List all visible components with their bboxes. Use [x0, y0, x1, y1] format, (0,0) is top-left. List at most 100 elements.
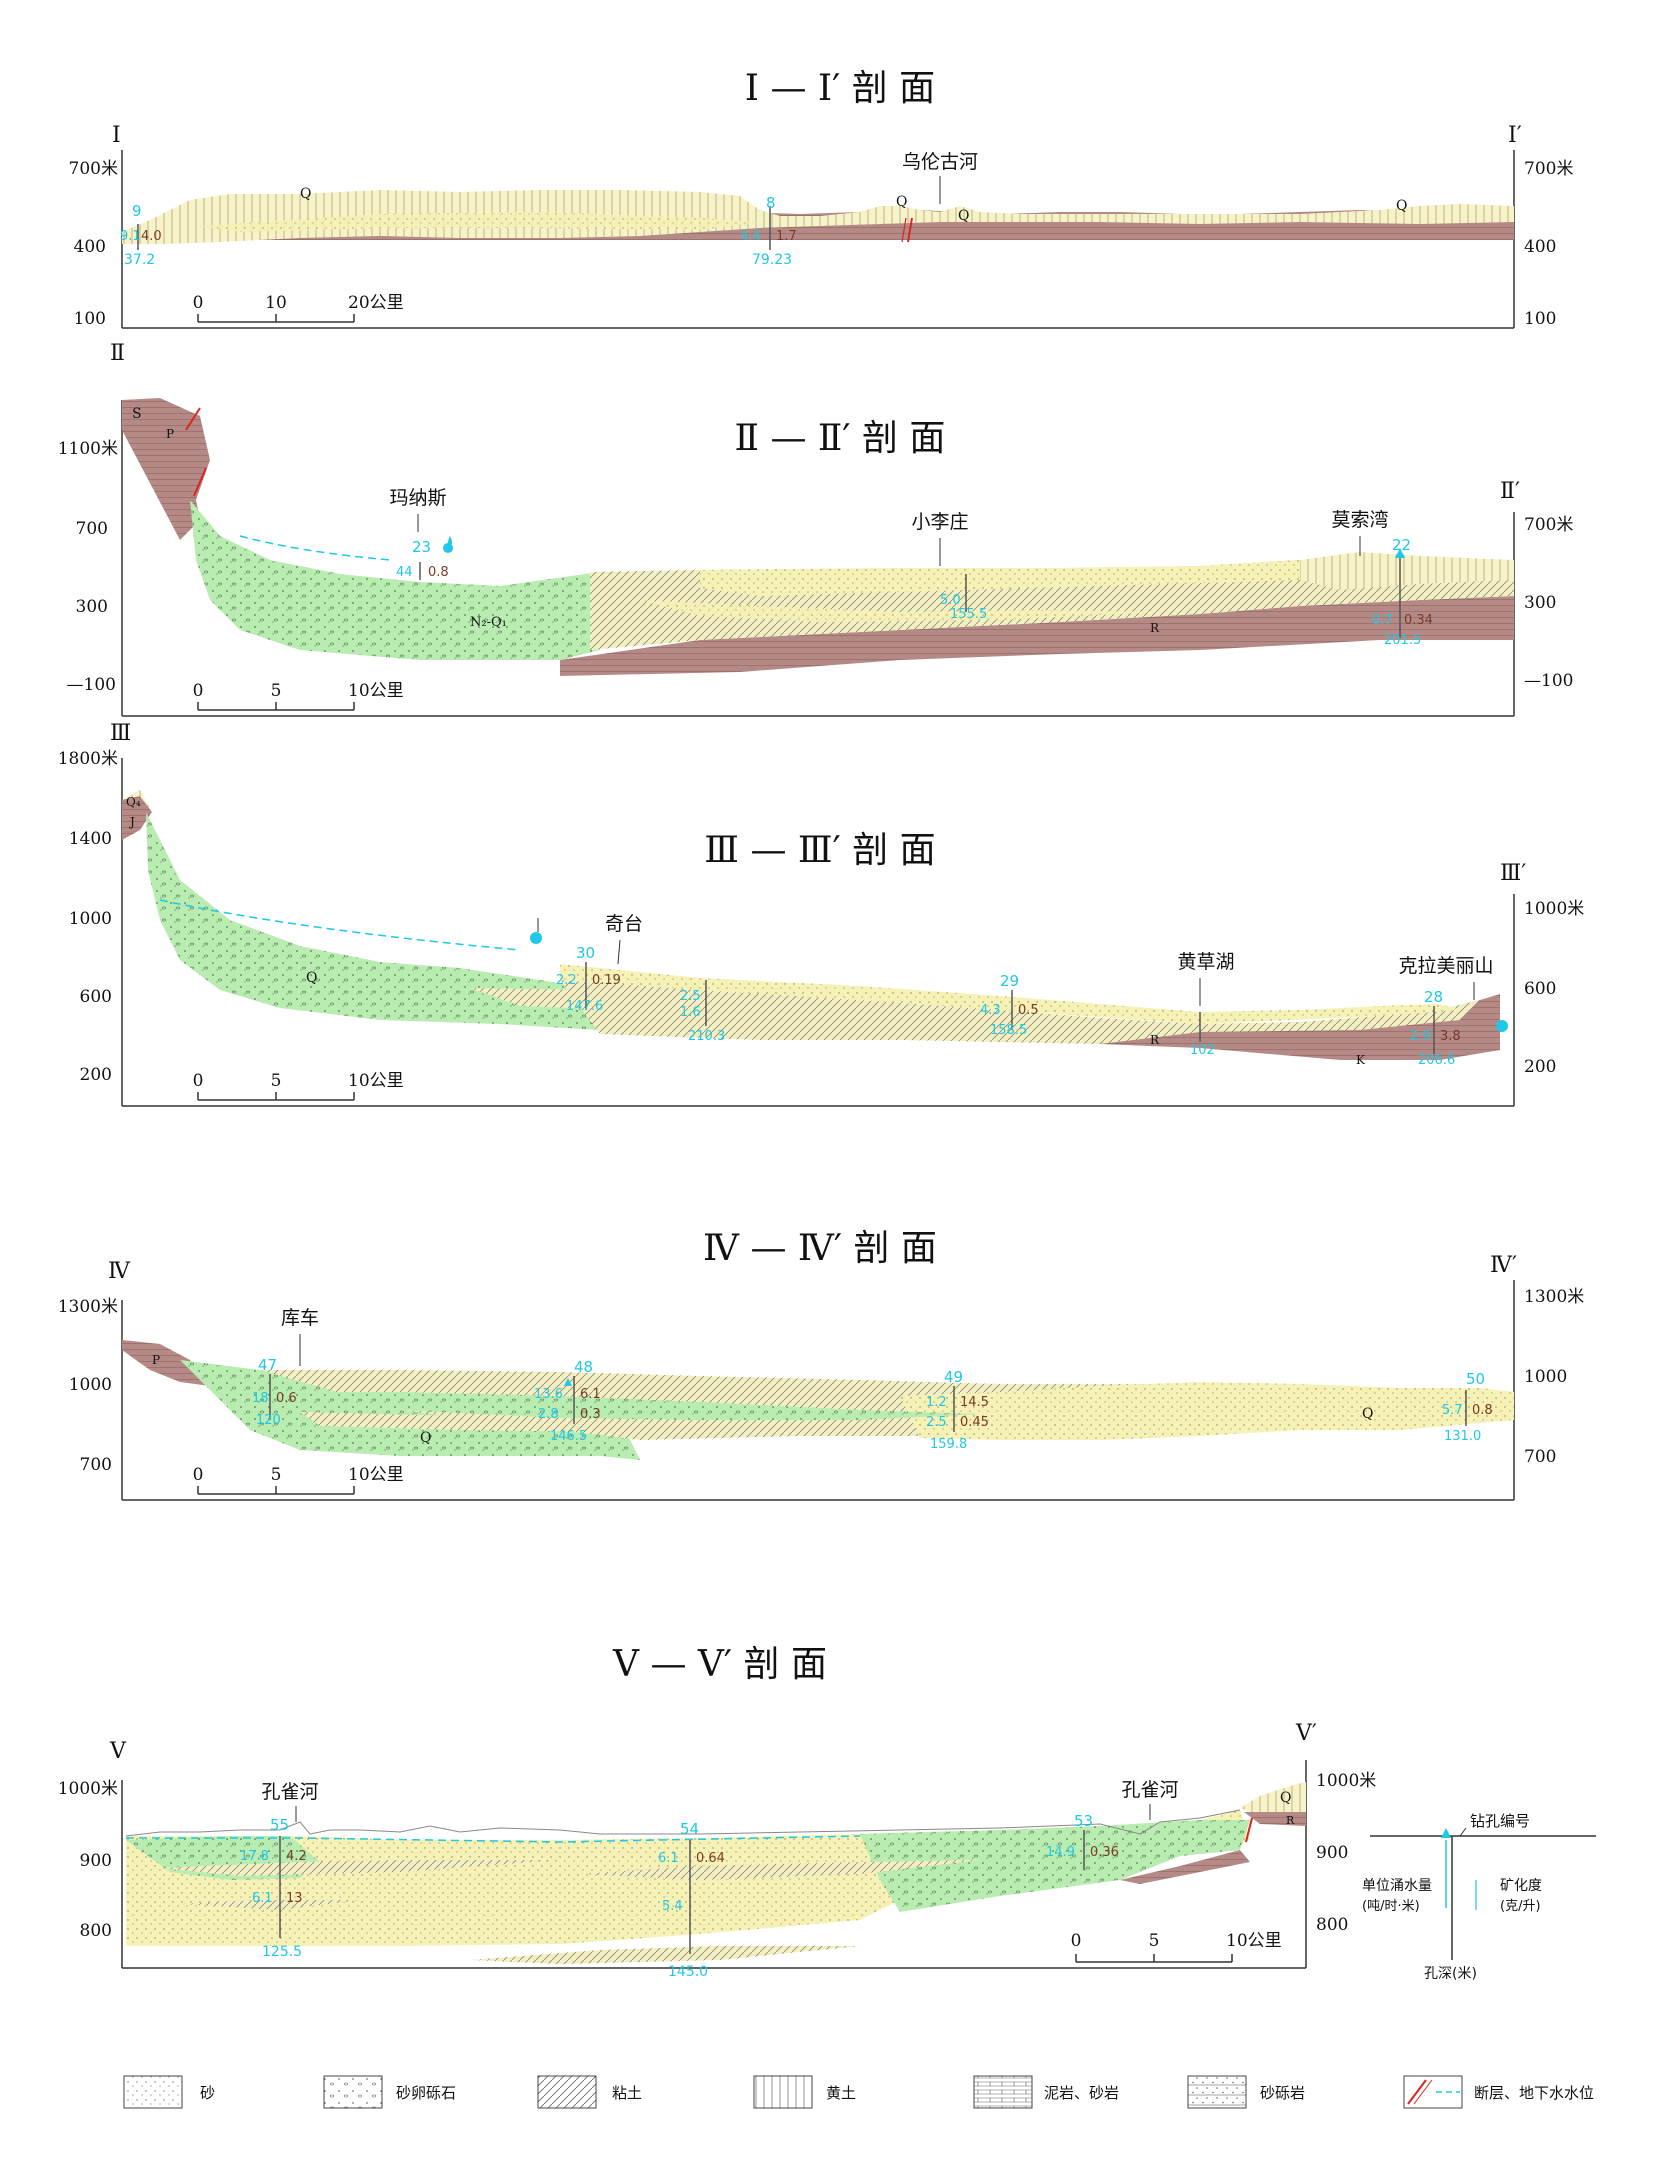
- svg-text:5: 5: [271, 1071, 282, 1091]
- legend-item-loess: 黄土: [753, 2075, 856, 2109]
- svg-text:125.5: 125.5: [262, 1944, 302, 1960]
- svg-text:1.2: 1.2: [926, 1395, 947, 1410]
- s3-clay-lens-2: [760, 1004, 1000, 1024]
- section-1-left-mark: Ⅰ: [112, 123, 121, 148]
- svg-text:孔深(米): 孔深(米): [1424, 1966, 1477, 1982]
- svg-text:20公里: 20公里: [348, 293, 404, 313]
- svg-text:砂: 砂: [200, 2084, 215, 2102]
- svg-text:200: 200: [1524, 1057, 1556, 1077]
- svg-text:1000米: 1000米: [1524, 899, 1584, 919]
- spring-icon: [530, 932, 542, 944]
- svg-text:28: 28: [1424, 988, 1443, 1006]
- svg-text:0.64: 0.64: [696, 1851, 725, 1866]
- well-depth: 37.2: [124, 252, 155, 268]
- svg-text:0.6: 0.6: [276, 1391, 297, 1406]
- legend-item-sand: 砂: [123, 2075, 215, 2109]
- s3-gravel-fan: [146, 812, 600, 1030]
- s2-well-22: 22 0.7 0.34 201.5: [1372, 536, 1433, 648]
- s3-well-29: 29 4.3 0.5 158.5: [980, 972, 1039, 1038]
- s1-layer-q-4: Q: [1396, 198, 1407, 214]
- legend-item-clay: 粘土: [537, 2075, 642, 2109]
- svg-text:2.8: 2.8: [538, 1407, 559, 1422]
- section-3-title: Ⅲ — Ⅲ′ 剖 面: [704, 830, 935, 871]
- s1-left-tick-0: 700米: [69, 159, 118, 179]
- svg-text:30: 30: [576, 944, 595, 962]
- place-manas: 玛纳斯: [389, 487, 446, 509]
- section-3: Ⅲ — Ⅲ′ 剖 面 Ⅲ Ⅲ′ 1800米 1400 1000 600 200 …: [58, 721, 1584, 1107]
- svg-text:800: 800: [1316, 1915, 1348, 1935]
- svg-text:—100: —100: [67, 675, 116, 695]
- svg-text:22: 22: [1392, 536, 1411, 554]
- well-depth: 79.23: [752, 252, 792, 268]
- svg-text:0: 0: [193, 681, 204, 701]
- svg-text:S: S: [132, 406, 142, 422]
- svg-text:0.8: 0.8: [1472, 1403, 1493, 1418]
- s1-right-tick-2: 100: [1524, 309, 1556, 329]
- svg-text:1300米: 1300米: [58, 1297, 118, 1317]
- svg-text:300: 300: [76, 597, 108, 617]
- well-salinity: 1.7: [776, 229, 797, 244]
- place-wulungu-river: 乌伦古河: [902, 151, 978, 173]
- s5-clay-lens-4: [470, 1946, 860, 1964]
- svg-text:0: 0: [193, 1071, 204, 1091]
- svg-text:1300米: 1300米: [1524, 1287, 1584, 1307]
- section-1: Ⅰ — Ⅰ′ 剖 面 Ⅰ Ⅰ′ 700米 400 100 700米 400 10…: [69, 68, 1574, 329]
- legend-item-mudstone: 泥岩、砂岩: [973, 2075, 1119, 2109]
- well-symbol-key: 钻孔编号 单位涌水量 (吨/时·米) 矿化度 (克/升) 孔深(米): [1362, 1812, 1596, 1982]
- svg-text:0.34: 0.34: [1404, 613, 1433, 628]
- s5-gravel-right: [860, 1820, 1250, 1912]
- s5-well-55: 55 17.8 4.2 6.1 13 125.5: [240, 1816, 307, 1960]
- svg-text:砂砾岩: 砂砾岩: [1260, 2084, 1305, 2102]
- svg-text:10公里: 10公里: [1226, 1931, 1282, 1951]
- svg-text:0.8: 0.8: [428, 565, 449, 580]
- svg-text:700: 700: [76, 519, 108, 539]
- svg-text:1000米: 1000米: [58, 1779, 118, 1799]
- svg-text:0.36: 0.36: [1090, 1845, 1119, 1860]
- s5-water-table: [126, 1835, 861, 1843]
- svg-text:0.45: 0.45: [960, 1415, 989, 1430]
- well-id: 9: [132, 202, 142, 220]
- svg-text:600: 600: [1524, 979, 1556, 999]
- svg-text:N₂-Q₁: N₂-Q₁: [470, 615, 507, 630]
- well-yield: 9.1: [120, 229, 141, 244]
- s1-sand-lens: [200, 212, 760, 232]
- s1-right-tick-1: 400: [1524, 237, 1556, 257]
- section-4-left-mark: Ⅳ: [108, 1259, 131, 1284]
- s1-left-tick-1: 400: [74, 237, 106, 257]
- svg-text:102: 102: [1190, 1043, 1215, 1058]
- svg-text:1400: 1400: [69, 829, 112, 849]
- svg-text:18: 18: [252, 1391, 269, 1406]
- svg-text:0: 0: [1071, 1931, 1082, 1951]
- section-2-right-mark: Ⅱ′: [1500, 479, 1520, 504]
- s4-rock: [122, 1340, 210, 1386]
- place-kelameili: 克拉美丽山: [1398, 955, 1493, 977]
- svg-text:53: 53: [1074, 1812, 1093, 1830]
- legend-item-fault-watertable: 断层、地下水水位: [1403, 2075, 1594, 2109]
- s3-well-28: 28 2.9 3.8 206.6: [1410, 988, 1508, 1068]
- svg-text:5.7: 5.7: [1442, 1403, 1463, 1418]
- svg-text:700: 700: [1524, 1447, 1556, 1467]
- svg-text:5.0: 5.0: [940, 593, 961, 608]
- s3-well-huangcaohu: 102: [1190, 1012, 1215, 1058]
- section-5: Ⅴ — Ⅴ′ 剖 面 Ⅴ Ⅴ′ 1000米 900 800 1000米 900 …: [58, 1644, 1377, 1980]
- s2-fault-1: [185, 407, 201, 431]
- svg-text:159.8: 159.8: [930, 1437, 967, 1452]
- svg-text:R: R: [1150, 621, 1160, 635]
- legend: 砂 砂卵砾石 粘土 黄土 泥岩、砂岩 砂砾岩 断层、地下水水位: [123, 2075, 1594, 2109]
- svg-text:145.0: 145.0: [668, 1964, 708, 1980]
- svg-text:14.9: 14.9: [1046, 1845, 1075, 1860]
- svg-text:0.7: 0.7: [1372, 613, 1393, 628]
- s1-layer-q-1: Q: [300, 186, 311, 202]
- svg-text:6.1: 6.1: [580, 1387, 601, 1402]
- svg-text:黄土: 黄土: [826, 2084, 856, 2102]
- svg-text:700: 700: [80, 1455, 112, 1475]
- s4-well-47: 47 18 0.6 120: [252, 1356, 297, 1428]
- s5-clay-lens-3: [580, 1860, 980, 1880]
- s1-loess-layer: [122, 190, 1514, 244]
- svg-text:10公里: 10公里: [348, 1465, 404, 1485]
- svg-text:200: 200: [80, 1065, 112, 1085]
- svg-text:146.5: 146.5: [550, 1429, 587, 1444]
- s2-bedrock: [560, 596, 1514, 676]
- svg-text:210.3: 210.3: [688, 1029, 725, 1044]
- section-1-right-mark: Ⅰ′: [1508, 123, 1522, 148]
